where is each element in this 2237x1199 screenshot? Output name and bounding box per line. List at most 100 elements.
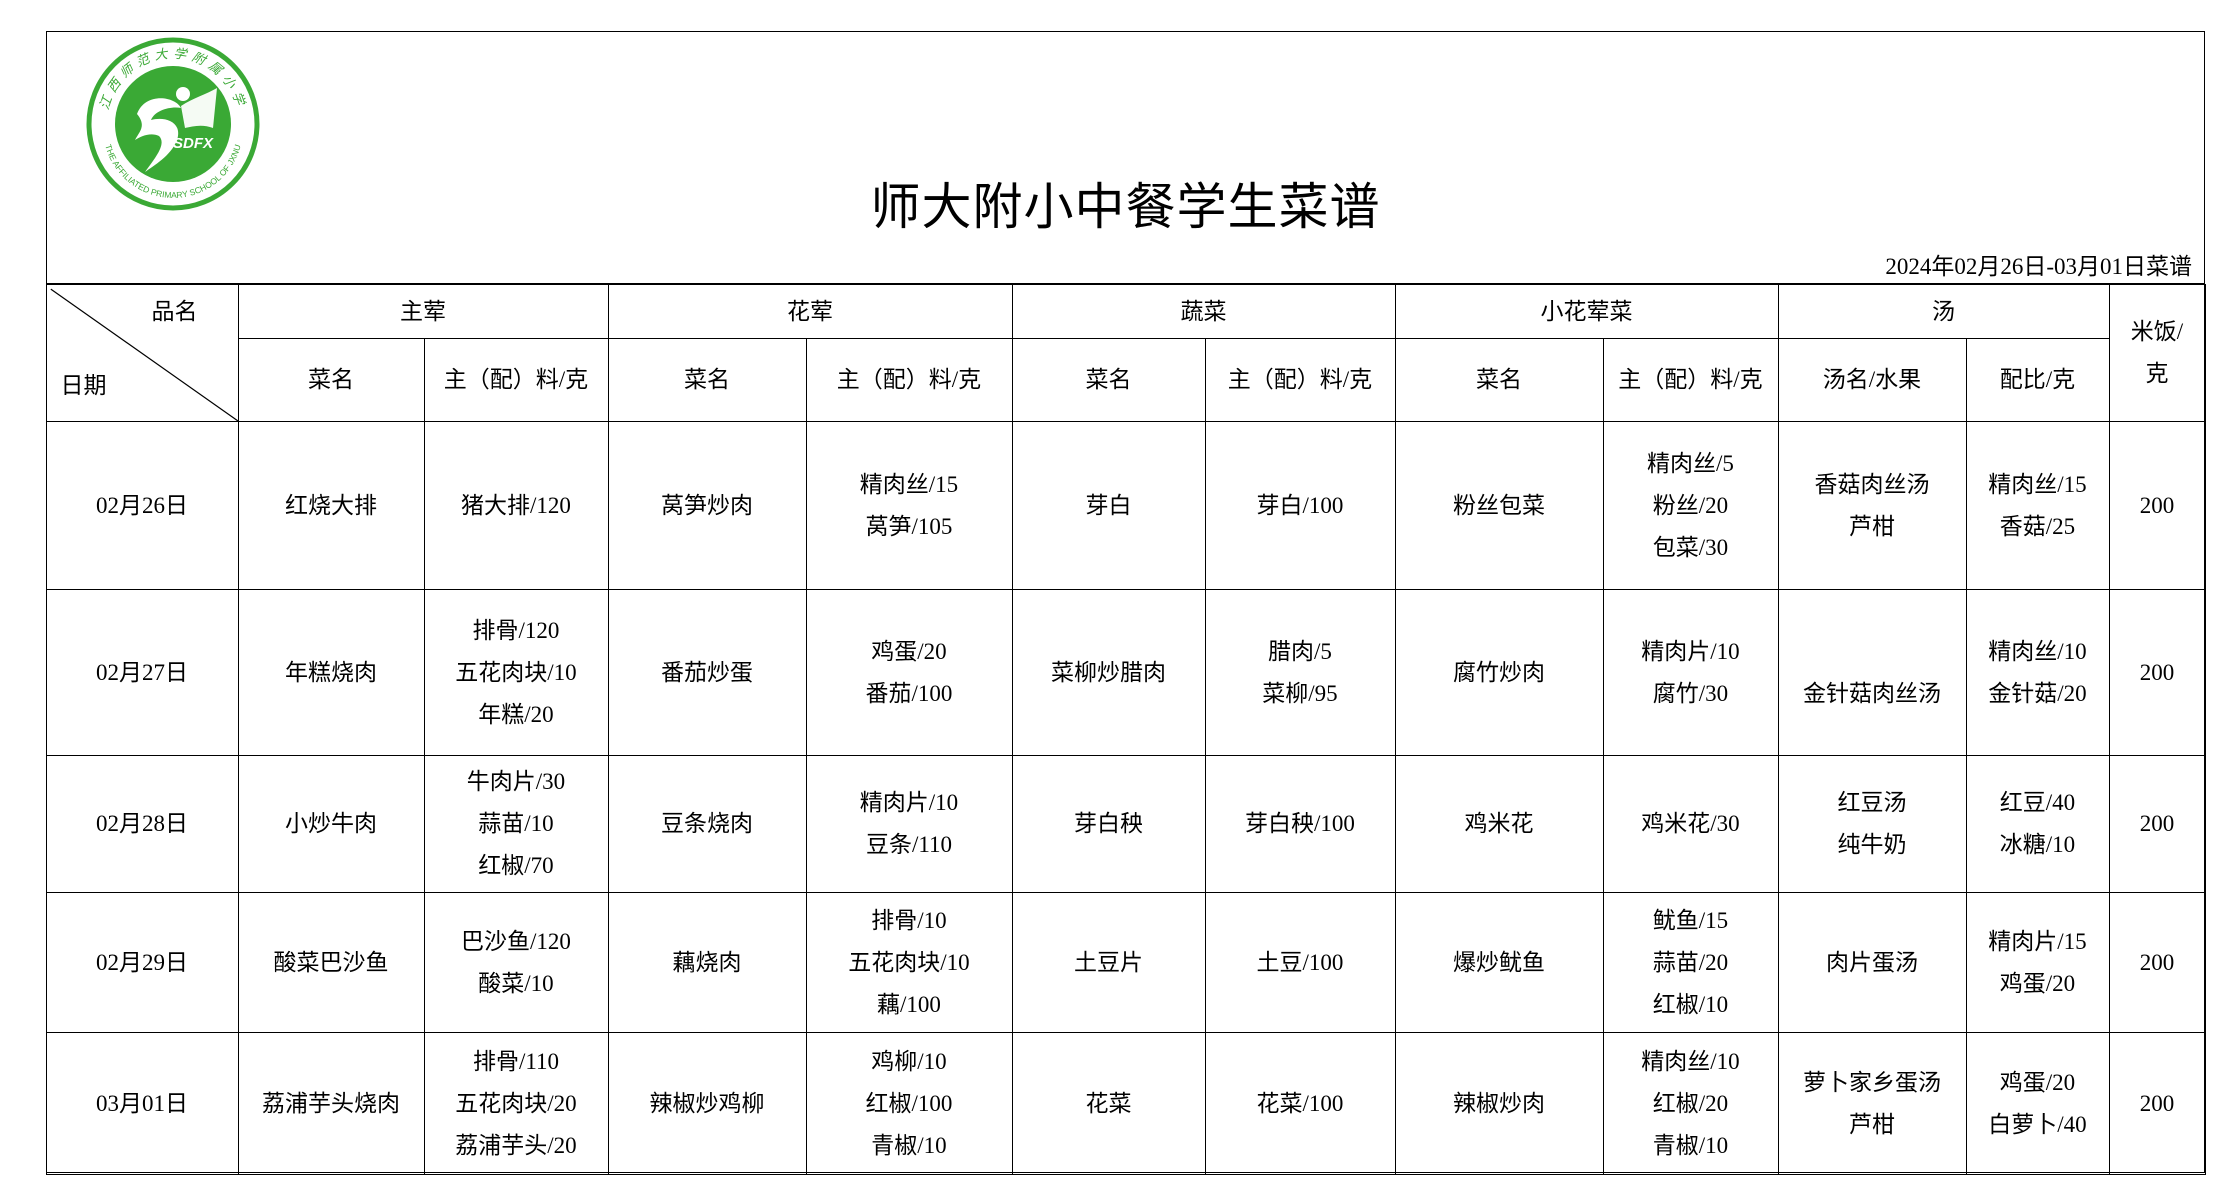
subheader-cell: 菜名 [1394, 338, 1604, 422]
ingredient-line: 莴笋/105 [865, 513, 953, 539]
subheader-cell: 主（配）料/克 [1602, 338, 1779, 422]
ingredient-cell: 排骨/10 五花肉块/10 藕/100 [805, 892, 1013, 1033]
ingredient-line: 青椒/10 [1652, 1132, 1729, 1158]
dish-name: 菜柳炒腊肉 [1051, 659, 1166, 685]
menu-period: 2024年02月26日-03月01日菜谱 [1885, 254, 2192, 279]
ingredient-cell: 精肉丝/15 莴笋/105 [805, 421, 1013, 590]
dish-name: 爆炒鱿鱼 [1453, 949, 1545, 975]
date-cell: 02月27日 [45, 589, 239, 756]
rice-header: 米饭/克 [2108, 284, 2206, 422]
dish-name-cell: 红豆汤 纯牛奶 [1777, 755, 1967, 893]
ingredient-line: 腊肉/5 [1268, 638, 1332, 664]
ingredient-line: 巴沙鱼/120 [461, 928, 571, 954]
ingredient-line: 蒜苗/20 [1652, 949, 1729, 975]
dish-name: 纯牛奶 [1837, 832, 1907, 857]
dish-name-cell: 粉丝包菜 [1394, 421, 1604, 590]
ingredient-cell: 鸡柳/10 红椒/100 青椒/10 [805, 1032, 1013, 1175]
ingredient-cell: 猪大排/120 [423, 421, 609, 590]
dish-name: 芽白 [1085, 492, 1132, 518]
ingredient-line: 五花肉块/10 [848, 949, 970, 975]
group-header-small-dish: 小花荤菜 [1394, 284, 1779, 339]
group-header-soup: 汤 [1777, 284, 2110, 339]
ingredient-line: 红椒/20 [1652, 1090, 1729, 1116]
subheader-cell: 配比/克 [1965, 338, 2110, 422]
dish-name-cell: 酸菜巴沙鱼 [237, 892, 425, 1033]
date-cell: 02月26日 [45, 421, 239, 590]
ingredient-line: 鸡米花/30 [1641, 811, 1740, 836]
ingredient-line: 红豆/40 [1999, 790, 2076, 815]
dish-name-cell: 藕烧肉 [607, 892, 807, 1033]
subheader-cell: 菜名 [237, 338, 425, 422]
dish-name: 酸菜巴沙鱼 [273, 949, 389, 975]
table-row: 02月29日 酸菜巴沙鱼 巴沙鱼/120 酸菜/10 藕烧肉 排骨/10 五花肉块/10 藕/… [45, 892, 2206, 1033]
dish-name: 芦柑 [1849, 513, 1895, 539]
ingredient-line: 鸡蛋/20 [871, 638, 947, 664]
ingredient-cell: 鸡米花/30 [1602, 755, 1779, 893]
dish-name: 莴笋炒肉 [661, 492, 753, 518]
dish-name-cell: ​ 金针菇肉丝汤 [1777, 589, 1967, 756]
dish-name-cell: 萝卜家乡蛋汤 芦柑 [1777, 1032, 1967, 1175]
ingredient-line: 精肉丝/5 [1647, 450, 1734, 476]
ingredient-line: 鸡蛋/20 [1999, 1069, 2076, 1095]
ingredient-line: 花菜/100 [1256, 1090, 1344, 1116]
ingredient-cell: 土豆/100 [1204, 892, 1396, 1033]
logo-figure-icon [135, 98, 181, 172]
dish-name: 红烧大排 [285, 492, 377, 518]
ingredient-line: 青椒/10 [871, 1132, 947, 1158]
dish-name: 肉片蛋汤 [1826, 949, 1918, 975]
ingredient-cell: 芽白秧/100 [1204, 755, 1396, 893]
dish-name-cell: 腐竹炒肉 [1394, 589, 1604, 756]
ingredient-line: 鱿鱼/15 [1652, 907, 1729, 933]
dish-name: 粉丝包菜 [1453, 492, 1545, 518]
ingredient-line: 土豆/100 [1256, 949, 1344, 975]
ingredient-line: 粉丝/20 [1652, 492, 1729, 518]
group-header-main-meat: 主荤 [237, 284, 609, 339]
corner-label-date: 日期 [60, 373, 107, 398]
ingredient-cell: 精肉丝/10 红椒/20 青椒/10 [1602, 1032, 1779, 1175]
dish-name: 花菜 [1085, 1090, 1132, 1116]
dish-name: 鸡米花 [1464, 811, 1534, 836]
ingredient-line: 精肉丝/15 [859, 471, 959, 497]
corner-header-cell: 品名 日期 [45, 284, 239, 422]
dish-name: 金针菇肉丝汤 [1803, 680, 1941, 706]
dish-name-cell: 小炒牛肉 [237, 755, 425, 893]
rice-cell: 200 [2108, 421, 2206, 590]
logo-center-text: SDFX [173, 135, 214, 152]
ingredient-line: 五花肉块/20 [455, 1090, 577, 1116]
ingredient-cell: 牛肉片/30 蒜苗/10 红椒/70 [423, 755, 609, 893]
date-cell: 02月28日 [45, 755, 239, 893]
rice-cell: 200 [2108, 892, 2206, 1033]
ingredient-cell: 鱿鱼/15 蒜苗/20 红椒/10 [1602, 892, 1779, 1033]
subheader-cell: 菜名 [1011, 338, 1206, 422]
ingredient-line: 精肉片/10 [859, 790, 959, 815]
dish-name-cell: 芽白秧 [1011, 755, 1206, 893]
ingredient-line: 红椒/10 [1652, 991, 1729, 1017]
school-logo: 江西师范大学附属小学 THE AFFILIATED PRIMARY SCHOOL… [86, 37, 260, 211]
dish-name-cell: 鸡米花 [1394, 755, 1604, 893]
corner-label-dish: 品名 [151, 299, 198, 324]
dish-name-cell: 辣椒炒鸡柳 [607, 1032, 807, 1175]
ingredient-cell: 鸡蛋/20 番茄/100 [805, 589, 1013, 756]
table-row: 02月26日 红烧大排 猪大排/120 莴笋炒肉 精肉丝/15 莴笋/105 芽白 芽白/10… [45, 421, 2206, 590]
ingredient-line: 牛肉片/30 [466, 769, 566, 794]
ingredient-line: 鸡蛋/20 [1999, 970, 2076, 996]
ingredient-cell: 巴沙鱼/120 酸菜/10 [423, 892, 609, 1033]
ingredient-line: 排骨/110 [472, 1048, 560, 1074]
ingredient-cell: 鸡蛋/20 白萝卜/40 [1965, 1032, 2110, 1175]
date-cell: 03月01日 [45, 1032, 239, 1175]
dish-name: 香菇肉丝汤 [1814, 471, 1930, 497]
dish-name: 辣椒炒鸡柳 [649, 1090, 765, 1116]
subheader-cell: 汤名/水果 [1777, 338, 1967, 422]
ingredient-line: 红椒/100 [865, 1090, 953, 1116]
ingredient-line: 藕/100 [877, 991, 941, 1017]
ingredient-line: 年糕/20 [478, 701, 554, 727]
dish-name-cell: 肉片蛋汤 [1777, 892, 1967, 1033]
rice-cell: 200 [2108, 1032, 2206, 1175]
ingredient-line: 白萝卜/40 [1988, 1111, 2087, 1137]
ingredient-cell: 排骨/110 五花肉块/20 荔浦芋头/20 [423, 1032, 609, 1175]
ingredient-line: 精肉丝/15 [1988, 471, 2087, 497]
dish-name-cell: 芽白 [1011, 421, 1206, 590]
ingredient-line: 番茄/100 [865, 680, 953, 706]
ingredient-line: 冰糖/10 [1999, 832, 2076, 857]
ingredient-cell: 花菜/100 [1204, 1032, 1396, 1175]
